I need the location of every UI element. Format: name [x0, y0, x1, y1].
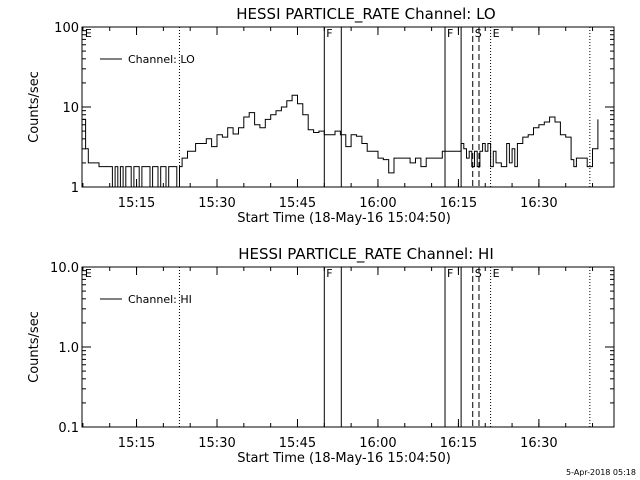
- x-axis-label: Start Time (18-May-16 15:04:50): [237, 211, 451, 226]
- x-tick-label: 15:45: [279, 436, 316, 451]
- chart-panel-1: HESSI PARTICLE_RATE Channel: LO 1 10 100 15:…: [27, 5, 615, 226]
- event-marker-label: E: [85, 267, 92, 280]
- event-marker-label: F: [326, 267, 332, 280]
- event-marker-label: E: [85, 27, 92, 40]
- event-marker-label: S: [475, 27, 482, 40]
- chart-title: HESSI PARTICLE_RATE Channel: LO: [236, 5, 495, 24]
- event-marker-label: S: [475, 267, 482, 280]
- x-tick-label: 15:15: [118, 196, 155, 211]
- legend-label: Channel: LO: [128, 53, 195, 66]
- y-tick-label: 100: [54, 21, 79, 36]
- plot-frame: [81, 266, 615, 428]
- x-tick-label: 16:00: [359, 196, 396, 211]
- y-axis-label: Counts/sec: [27, 71, 42, 143]
- y-tick-label: 1: [71, 181, 79, 196]
- x-tick-label: 16:15: [440, 436, 477, 451]
- chart-title: HESSI PARTICLE_RATE Channel: HI: [238, 245, 494, 264]
- plot-frame: [81, 26, 615, 188]
- chart-panel-2: HESSI PARTICLE_RATE Channel: HI 0.1 1.0 10.…: [27, 245, 615, 466]
- x-tick-label: 15:15: [118, 436, 155, 451]
- x-tick-label: 15:45: [279, 196, 316, 211]
- footer-timestamp: 5-Apr-2018 05:18: [566, 468, 636, 477]
- x-tick-label: 15:30: [198, 436, 235, 451]
- series-line: [82, 94, 599, 188]
- event-marker-label: E: [493, 267, 500, 280]
- x-axis-label: Start Time (18-May-16 15:04:50): [237, 451, 451, 466]
- event-marker-label: F: [326, 27, 332, 40]
- event-marker-label: E: [493, 27, 500, 40]
- x-tick-label: 16:30: [520, 436, 557, 451]
- y-tick-label: 10: [62, 101, 79, 116]
- y-tick-label: 10.0: [50, 261, 79, 276]
- y-axis-label: Counts/sec: [27, 311, 42, 383]
- y-tick-label: 1.0: [58, 341, 79, 356]
- y-tick-label: 0.1: [58, 421, 79, 436]
- x-tick-label: 16:00: [359, 436, 396, 451]
- x-tick-label: 16:15: [440, 196, 477, 211]
- event-marker-label: F: [447, 27, 453, 40]
- x-tick-label: 16:30: [520, 196, 557, 211]
- event-marker-label: F: [447, 267, 453, 280]
- x-tick-label: 15:30: [198, 196, 235, 211]
- legend-label: Channel: HI: [128, 293, 192, 306]
